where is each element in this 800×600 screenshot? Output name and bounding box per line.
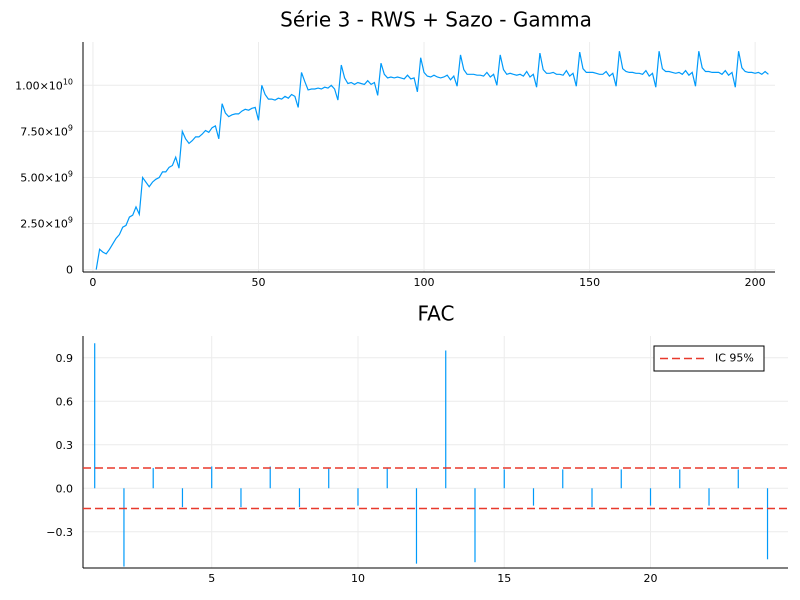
x-tick-label: 10 [351, 572, 365, 585]
y-tick-label: 1.00×1010 [15, 77, 73, 92]
series-line [95, 51, 769, 270]
y-tick-label: 5.00×109 [20, 169, 73, 184]
axes [82, 336, 788, 569]
y-tick-label: 7.50×109 [20, 123, 73, 138]
axes [82, 42, 775, 273]
x-tick-label: 50 [251, 276, 265, 289]
chart-title: FAC [418, 302, 455, 326]
x-tick-label: 100 [414, 276, 435, 289]
x-tick-labels: 5 10 15 20 [208, 572, 657, 585]
y-tick-label: 2.50×109 [20, 216, 73, 231]
x-tick-label: 15 [497, 572, 511, 585]
x-tick-labels: 0 50 100 150 200 [89, 276, 765, 289]
y-tick-label: 0.0 [56, 482, 74, 495]
legend-label: IC 95% [715, 352, 754, 365]
acf-bars [94, 343, 769, 567]
series-chart: Série 3 - RWS + Sazo - Gamma 0 2.50×109 5.… [15, 8, 775, 289]
x-tick-label: 150 [579, 276, 600, 289]
x-tick-label: 5 [208, 572, 215, 585]
confidence-band [83, 467, 788, 510]
y-tick-label: 0.3 [56, 439, 74, 452]
x-tick-label: 20 [644, 572, 658, 585]
y-tick-label: −0.3 [46, 526, 73, 539]
y-tick-label: 0.6 [56, 395, 74, 408]
x-tick-label: 200 [745, 276, 766, 289]
grid [83, 336, 788, 568]
grid [83, 42, 775, 272]
legend: IC 95% [653, 345, 765, 372]
chart-title: Série 3 - RWS + Sazo - Gamma [280, 8, 592, 32]
acf-chart: FAC −0.3 0.0 0.3 0.6 0.9 5 10 15 20 IC 95% [46, 302, 788, 585]
x-tick-label: 0 [89, 276, 96, 289]
y-tick-label: 0.9 [56, 352, 74, 365]
y-tick-labels: −0.3 0.0 0.3 0.6 0.9 [46, 352, 73, 539]
y-tick-label: 0 [66, 264, 73, 277]
y-tick-labels: 0 2.50×109 5.00×109 7.50×109 1.00×1010 [15, 77, 73, 276]
